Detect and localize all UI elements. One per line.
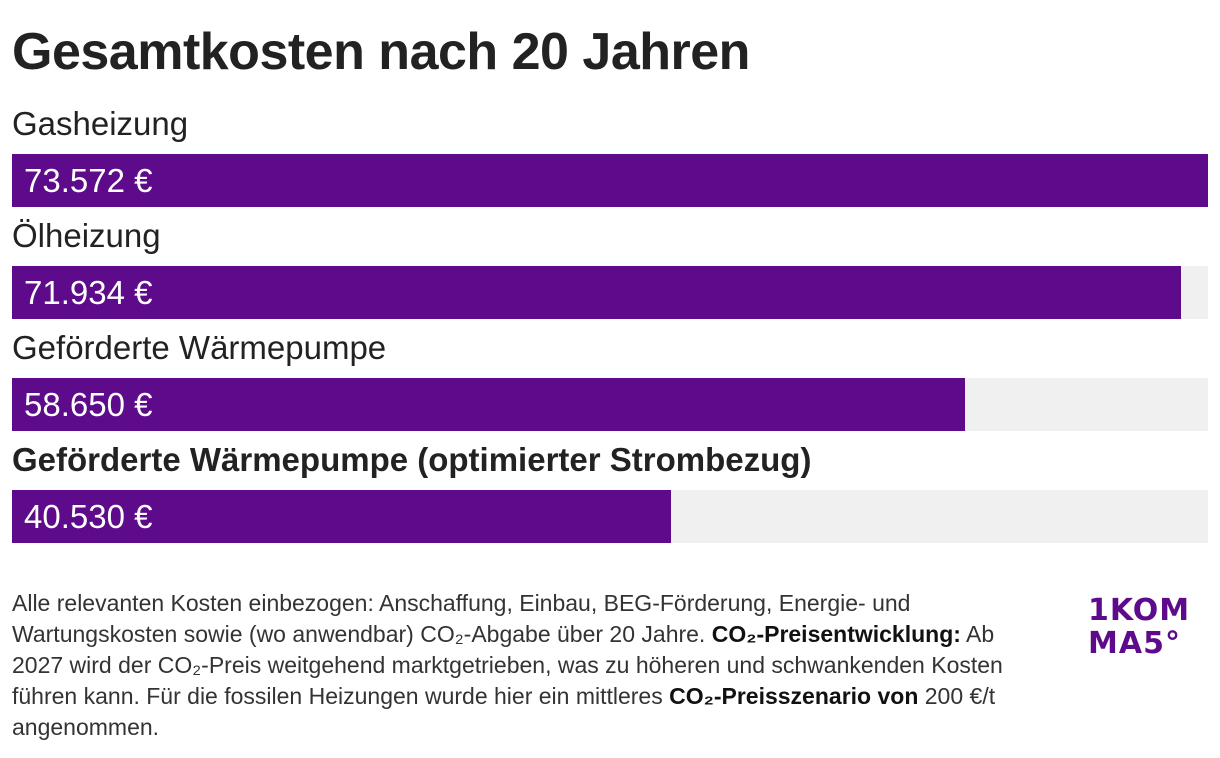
footnote-bold-1: CO₂-Preisentwicklung: [711, 621, 961, 647]
brand-logo: 1KOM MA5° [1088, 594, 1200, 660]
bar: 40.530 € [12, 490, 671, 543]
category-label: Geförderte Wärmepumpe [12, 329, 387, 366]
footnote-bold-2: CO₂-Preisszenario von [669, 683, 919, 709]
bar-value-label: 58.650 € [24, 386, 153, 423]
bar-value-label: 71.934 € [24, 274, 153, 311]
footnote-text-2: Ab 2027 wird der CO₂-Preis weitgehend ma… [12, 621, 1003, 709]
bar-value-label: 73.572 € [24, 162, 153, 199]
bar-chart: Gasheizung 73.572 € Ölheizung 71.934 € Geför… [12, 104, 1208, 552]
bar-row: Geförderte Wärmepumpe (optimierter Strom… [12, 440, 1208, 552]
bar-track: 71.934 € [12, 266, 1208, 319]
bar-track: 40.530 € [12, 490, 1208, 543]
bar-row: Gasheizung 73.572 € [12, 104, 1208, 216]
chart-title: Gesamtkosten nach 20 Jahren [12, 23, 750, 81]
category-label: Geförderte Wärmepumpe (optimierter Strom… [12, 441, 812, 478]
bar-value-label: 40.530 € [24, 498, 153, 535]
footnote: Alle relevanten Kosten einbezogen: Ansch… [12, 588, 1042, 743]
bar: 58.650 € [12, 378, 965, 431]
footnote-text-1: Alle relevanten Kosten einbezogen: Ansch… [12, 590, 911, 647]
category-label: Gasheizung [12, 105, 189, 142]
footnote-text-3: 200 €/t angenommen. [12, 683, 996, 740]
logo-line-2: MA5° [1088, 626, 1181, 661]
logo-line-1: 1KOM [1088, 593, 1191, 628]
bar-row: Ölheizung 71.934 € [12, 216, 1208, 328]
bar-row: Geförderte Wärmepumpe 58.650 € [12, 328, 1208, 440]
category-label: Ölheizung [12, 217, 161, 254]
bar: 73.572 € [12, 154, 1208, 207]
bar-track: 73.572 € [12, 154, 1208, 207]
bar-track: 58.650 € [12, 378, 1208, 431]
bar: 71.934 € [12, 266, 1181, 319]
